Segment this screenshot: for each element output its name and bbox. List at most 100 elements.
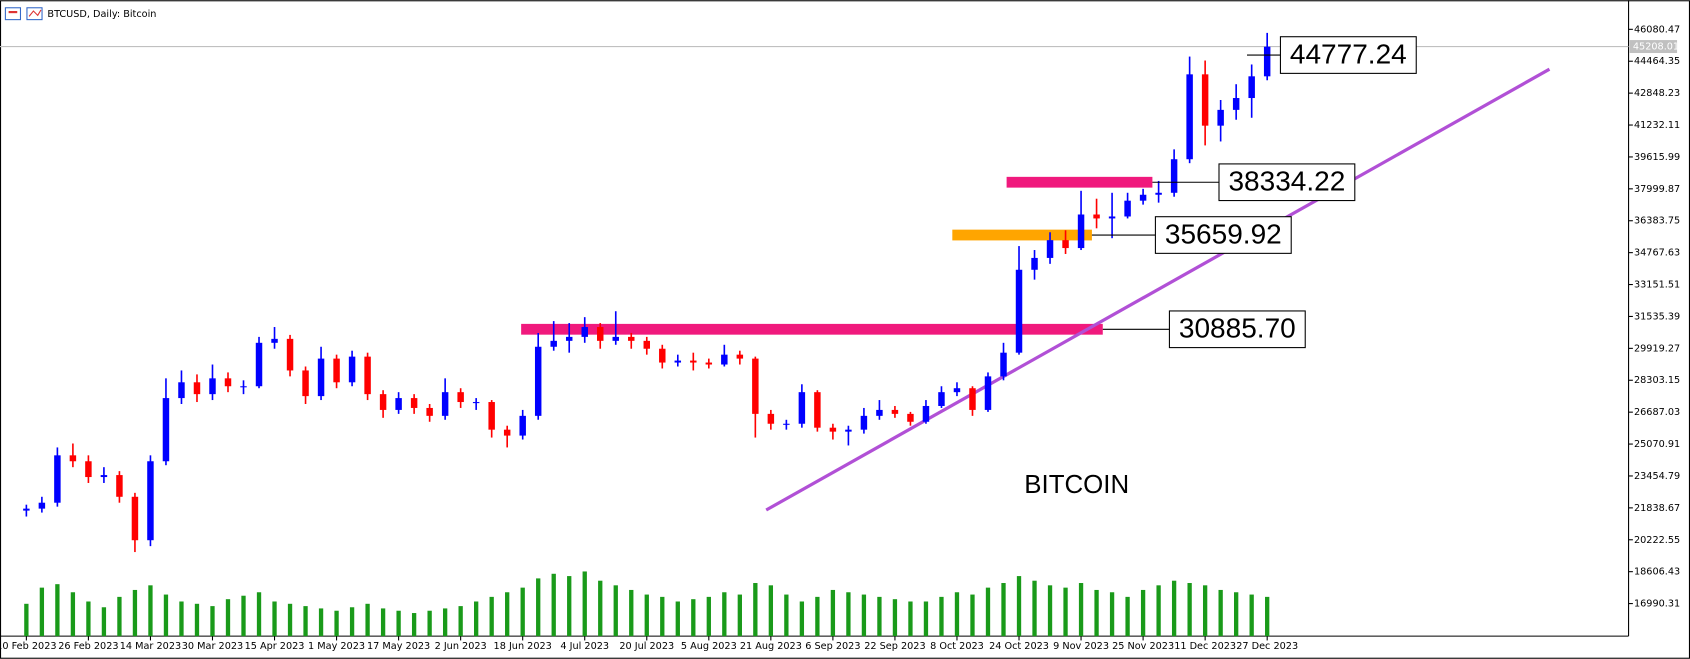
y-tick-label: 37999.87 (1634, 184, 1680, 195)
candle-body (395, 398, 402, 410)
candle-body (1201, 74, 1209, 126)
candle-body (876, 409, 883, 416)
volume-bar (660, 596, 665, 637)
volume-bar (1187, 583, 1192, 637)
y-tick-label: 46080.47 (1634, 24, 1680, 35)
level-label-box (1168, 310, 1306, 349)
volume-bar (458, 606, 463, 637)
candle-body (116, 475, 123, 497)
volume-bar (225, 599, 231, 637)
volume-bar (442, 608, 448, 637)
candle-body (628, 336, 635, 341)
candle-body (938, 392, 945, 406)
volume-bar (349, 607, 355, 637)
x-tick-label: 9 Nov 2023 (1053, 641, 1109, 652)
x-tick-label: 25 Nov 2023 (1112, 641, 1174, 652)
volume-bar (365, 603, 370, 637)
volume-bar (582, 571, 587, 637)
candle-body (736, 354, 744, 359)
volume-bar (55, 584, 60, 637)
candle-body (1031, 257, 1038, 270)
x-tick-label: 17 May 2023 (367, 641, 430, 652)
candle-body (953, 388, 961, 393)
candle-body (379, 394, 387, 410)
level-zone (1006, 176, 1153, 188)
candle-body (333, 358, 340, 383)
candle-body (100, 475, 108, 478)
y-tick-label: 16990.31 (1634, 599, 1680, 610)
candle-body (23, 508, 30, 511)
x-tick-label: 6 Sep 2023 (805, 641, 860, 652)
volume-bar (1109, 592, 1115, 637)
candle-body (891, 409, 899, 414)
candle-body (255, 342, 263, 387)
volume-bar (1234, 592, 1239, 637)
volume-bar (505, 592, 510, 637)
volume-bar (474, 601, 479, 637)
candle-body (193, 382, 201, 395)
candle-body (922, 405, 930, 422)
y-tick-label: 41232.11 (1634, 120, 1680, 131)
volume-bar (691, 599, 696, 637)
candle-body (271, 338, 278, 343)
y-tick-label: 36383.75 (1634, 216, 1680, 227)
volume-bar (1016, 576, 1022, 637)
volume-bar (799, 601, 805, 637)
candle-body (441, 392, 449, 416)
volume-bar (784, 594, 789, 637)
volume-bar (163, 594, 169, 637)
candle-body (1077, 214, 1085, 249)
volume-bar (179, 601, 184, 637)
volume-bar (939, 596, 944, 637)
candle-body (845, 429, 852, 432)
volume-bar (380, 608, 386, 637)
current-price-label: 45208.01 (1633, 42, 1679, 53)
volume-bar (706, 596, 711, 637)
volume-bar (1063, 587, 1068, 637)
candle-body (798, 392, 806, 424)
candle-body (54, 455, 61, 503)
annotation: BITCOIN (1024, 471, 1129, 499)
volume-bar (815, 596, 820, 637)
candle-body (705, 362, 713, 365)
volume-bar (1094, 589, 1099, 637)
volume-bar (644, 594, 649, 637)
candle-body (721, 354, 728, 365)
level-label-box (1154, 216, 1292, 254)
candle-body (907, 413, 914, 422)
volume-bar (1078, 583, 1084, 637)
candle-body (457, 392, 464, 403)
chart-title: BTCUSD, Daily: Bitcoin (47, 9, 156, 20)
y-tick-label: 26687.03 (1634, 407, 1680, 418)
y-tick-label: 39615.99 (1634, 152, 1680, 163)
candle-body (286, 338, 294, 371)
candle-body (488, 402, 495, 430)
volume-bar (427, 610, 432, 637)
volume-bar (303, 606, 308, 637)
volume-bar (256, 592, 262, 637)
x-tick-label: 27 Dec 2023 (1236, 641, 1298, 652)
volume-bar (1171, 580, 1177, 637)
volume-bar (241, 595, 246, 637)
volume-bar (613, 585, 618, 637)
candle-body (364, 356, 371, 395)
level-zone (952, 229, 1092, 241)
candle-body (534, 346, 542, 416)
y-tick-label: 34767.63 (1634, 248, 1680, 259)
volume-bar (70, 592, 76, 637)
candle-body (240, 386, 247, 388)
candle-body (1046, 240, 1054, 258)
volume-bar (675, 601, 680, 637)
x-tick-label: 11 Dec 2023 (1174, 641, 1236, 652)
level-label-box (1218, 163, 1356, 202)
volume-bar (101, 607, 107, 637)
candle-body (1093, 214, 1100, 219)
volume-bar (923, 601, 929, 637)
candle-body (1263, 46, 1271, 77)
volume-bar (753, 583, 758, 637)
x-tick-label: 22 Sep 2023 (864, 641, 925, 652)
volume-bar (86, 601, 91, 637)
trendline (765, 67, 1551, 512)
volume-bar (737, 594, 742, 637)
x-tick-label: 5 Aug 2023 (681, 641, 737, 652)
